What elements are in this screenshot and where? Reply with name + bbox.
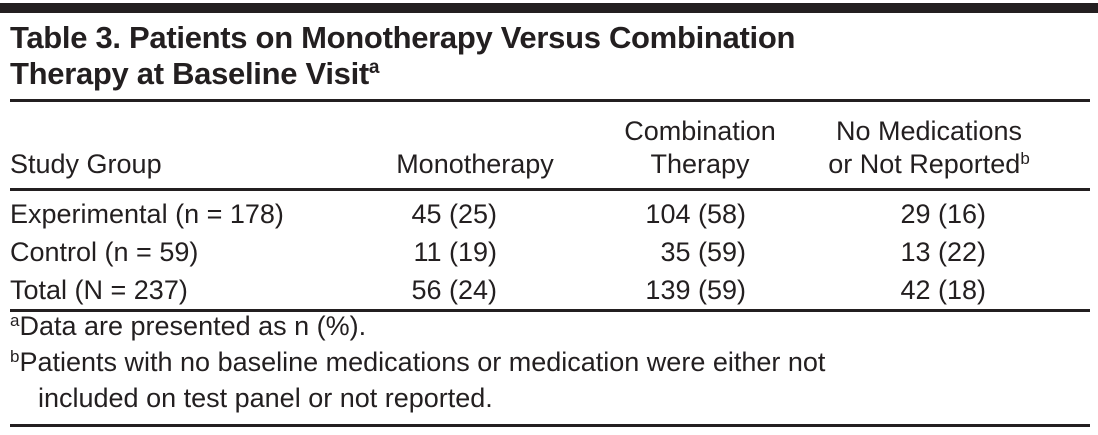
cell-monotherapy: 45 (25) xyxy=(411,199,497,229)
cell-study-group: Experimental (n = 178) xyxy=(10,199,284,229)
cell-combination-therapy: 104 (58) xyxy=(645,199,746,229)
footnote-a: aData are presented as n (%). xyxy=(10,308,1090,344)
table-row-experimental: Experimental (n = 178) 45 (25) 104 (58) … xyxy=(10,190,1090,234)
table-title-text: Table 3. Patients on Monotherapy Versus … xyxy=(10,20,796,91)
header-row: Study Group Monotherapy Combination Ther… xyxy=(10,102,1090,191)
cell-monotherapy: 56 (24) xyxy=(411,275,497,305)
bottom-divider-rule xyxy=(10,424,1090,427)
table-title: Table 3. Patients on Monotherapy Versus … xyxy=(10,20,1080,92)
top-bar-rule xyxy=(0,3,1098,13)
col-header-superscript: b xyxy=(1020,149,1030,168)
title-divider-rule xyxy=(10,99,1090,102)
cell-monotherapy: 11 (19) xyxy=(413,237,497,267)
col-header-line: No Medications xyxy=(835,116,1023,146)
footnote-a-superscript: a xyxy=(10,311,20,330)
col-header-line: Combination xyxy=(624,116,776,146)
col-header-label: Monotherapy xyxy=(396,149,554,179)
cell-study-group: Control (n = 59) xyxy=(10,237,199,267)
table-row-total: Total (N = 237) 56 (24) 139 (59) 42 (18) xyxy=(10,271,1090,311)
patients-data-table: Study Group Monotherapy Combination Ther… xyxy=(10,102,1090,312)
col-header-monotherapy: Monotherapy xyxy=(360,102,590,191)
table-header: Study Group Monotherapy Combination Ther… xyxy=(10,102,1090,191)
table-row-control: Control (n = 59) 11 (19) 35 (59) 13 (22) xyxy=(10,233,1090,271)
cell-study-group: Total (N = 237) xyxy=(10,275,188,305)
col-header-no-medications: No Medications or Not Reportedb xyxy=(810,102,1090,191)
footnote-b-text: Patients with no baseline medications or… xyxy=(19,347,826,413)
footnote-a-text: Data are presented as n (%). xyxy=(19,311,367,341)
col-header-study-group: Study Group xyxy=(10,102,360,191)
cell-no-medications: 29 (16) xyxy=(900,199,986,229)
cell-combination-therapy: 35 (59) xyxy=(660,237,746,267)
col-header-label: Study Group xyxy=(10,149,162,179)
col-header-line: or Not Reportedb xyxy=(810,148,1048,181)
footnote-b: bPatients with no baseline medications o… xyxy=(10,344,1090,416)
cell-no-medications: 13 (22) xyxy=(900,237,986,267)
col-header-combination-therapy: Combination Therapy xyxy=(590,102,810,191)
col-header-label: or Not Reported xyxy=(828,149,1021,179)
table-footnotes: aData are presented as n (%). bPatients … xyxy=(10,308,1090,416)
cell-no-medications: 42 (18) xyxy=(900,275,986,305)
table-body: Experimental (n = 178) 45 (25) 104 (58) … xyxy=(10,190,1090,311)
footnote-b-superscript: b xyxy=(10,347,20,366)
col-header-line: Therapy xyxy=(650,149,750,179)
table-title-superscript: a xyxy=(368,57,380,78)
cell-combination-therapy: 139 (59) xyxy=(645,275,746,305)
